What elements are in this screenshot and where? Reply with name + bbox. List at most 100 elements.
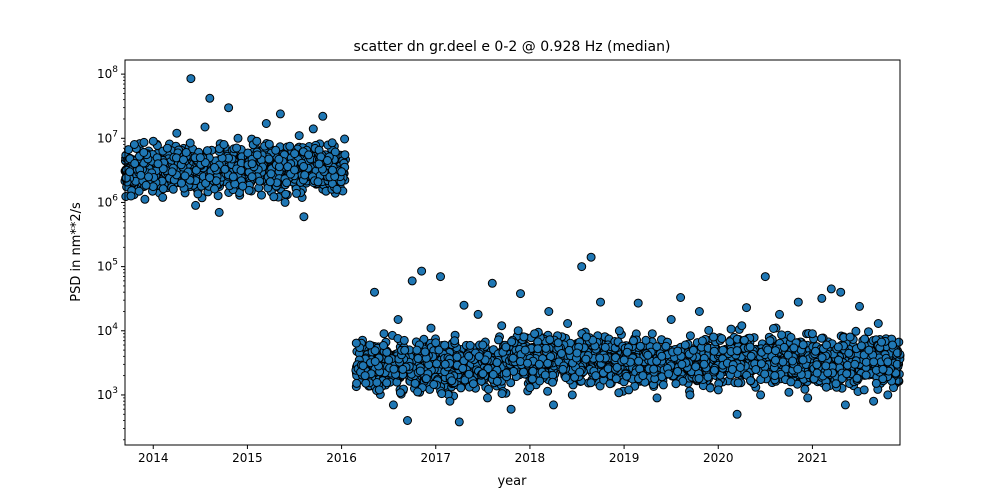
data-point [456, 383, 466, 393]
data-point [572, 348, 582, 358]
data-point [431, 338, 441, 348]
data-point [417, 266, 427, 276]
data-point [873, 319, 883, 328]
data-point [290, 149, 300, 159]
data-point [269, 192, 279, 202]
data-point [340, 150, 350, 160]
data-point [136, 170, 146, 180]
data-point [365, 340, 375, 350]
data-point [622, 347, 632, 357]
x-tick-label: 2014 [138, 451, 169, 465]
data-point [528, 366, 538, 376]
data-point [436, 272, 445, 282]
data-point [883, 390, 893, 400]
data-point [586, 378, 596, 388]
data-point [513, 326, 523, 336]
data-point [370, 287, 379, 297]
data-point [415, 366, 425, 376]
data-point [596, 297, 605, 307]
data-point [600, 342, 610, 352]
data-point [509, 366, 519, 376]
data-point [193, 189, 203, 199]
data-point [699, 359, 709, 369]
data-point [812, 360, 822, 370]
data-point [351, 338, 361, 348]
data-point [739, 335, 749, 345]
data-point [434, 345, 444, 355]
data-point [561, 373, 571, 383]
data-point [831, 379, 841, 389]
data-point [591, 371, 601, 381]
data-point [213, 191, 223, 201]
data-point [789, 343, 799, 353]
data-point [299, 162, 309, 171]
data-point [533, 344, 543, 354]
data-point [713, 385, 723, 395]
data-point [581, 354, 591, 364]
data-point [725, 337, 735, 347]
data-point [888, 340, 897, 350]
data-point [733, 378, 743, 388]
data-point [281, 189, 291, 199]
data-point [840, 400, 850, 410]
data-point [506, 404, 516, 414]
data-point [210, 163, 219, 172]
data-point [247, 159, 257, 169]
data-point [440, 359, 450, 369]
data-point [756, 359, 766, 369]
data-point [429, 380, 439, 389]
data-point [534, 359, 544, 369]
data-point [746, 376, 756, 386]
data-point [181, 148, 191, 157]
data-point [177, 178, 186, 188]
data-point [244, 185, 254, 195]
data-point [282, 178, 292, 188]
data-point [382, 378, 392, 388]
data-point [709, 365, 719, 375]
data-point [134, 186, 144, 196]
data-point [622, 371, 632, 381]
data-point [478, 369, 488, 379]
data-point [519, 367, 528, 377]
data-point [821, 361, 831, 371]
x-axis-label: year [497, 474, 527, 489]
data-point [332, 184, 342, 194]
data-point [793, 364, 803, 374]
data-point [793, 297, 803, 307]
data-point [473, 309, 483, 319]
x-tick-label: 2015 [232, 451, 263, 465]
data-point [545, 335, 555, 345]
data-point [673, 367, 683, 376]
data-point [314, 159, 324, 169]
data-point [280, 197, 290, 207]
data-point [624, 385, 634, 395]
data-point [464, 351, 474, 361]
data-point [836, 287, 846, 297]
data-point [294, 131, 304, 141]
data-point [633, 298, 643, 308]
data-point [205, 93, 215, 103]
data-point [525, 383, 535, 393]
data-point [238, 181, 248, 191]
data-point [709, 346, 719, 356]
data-point [833, 342, 843, 352]
data-point [168, 184, 178, 194]
data-point [634, 356, 644, 366]
data-point [139, 137, 149, 147]
data-point [544, 307, 554, 316]
data-point [508, 353, 518, 363]
data-point [304, 150, 314, 160]
data-point [775, 309, 784, 319]
data-point [318, 111, 328, 121]
data-point [883, 357, 893, 367]
data-point [413, 354, 423, 363]
data-point [299, 212, 309, 222]
data-point [543, 358, 553, 368]
data-point [447, 376, 457, 386]
data-point [765, 336, 775, 346]
data-point [191, 200, 201, 210]
data-point [760, 369, 770, 379]
data-point [861, 357, 871, 367]
data-point [563, 319, 573, 328]
x-tick-label: 2018 [515, 451, 546, 465]
